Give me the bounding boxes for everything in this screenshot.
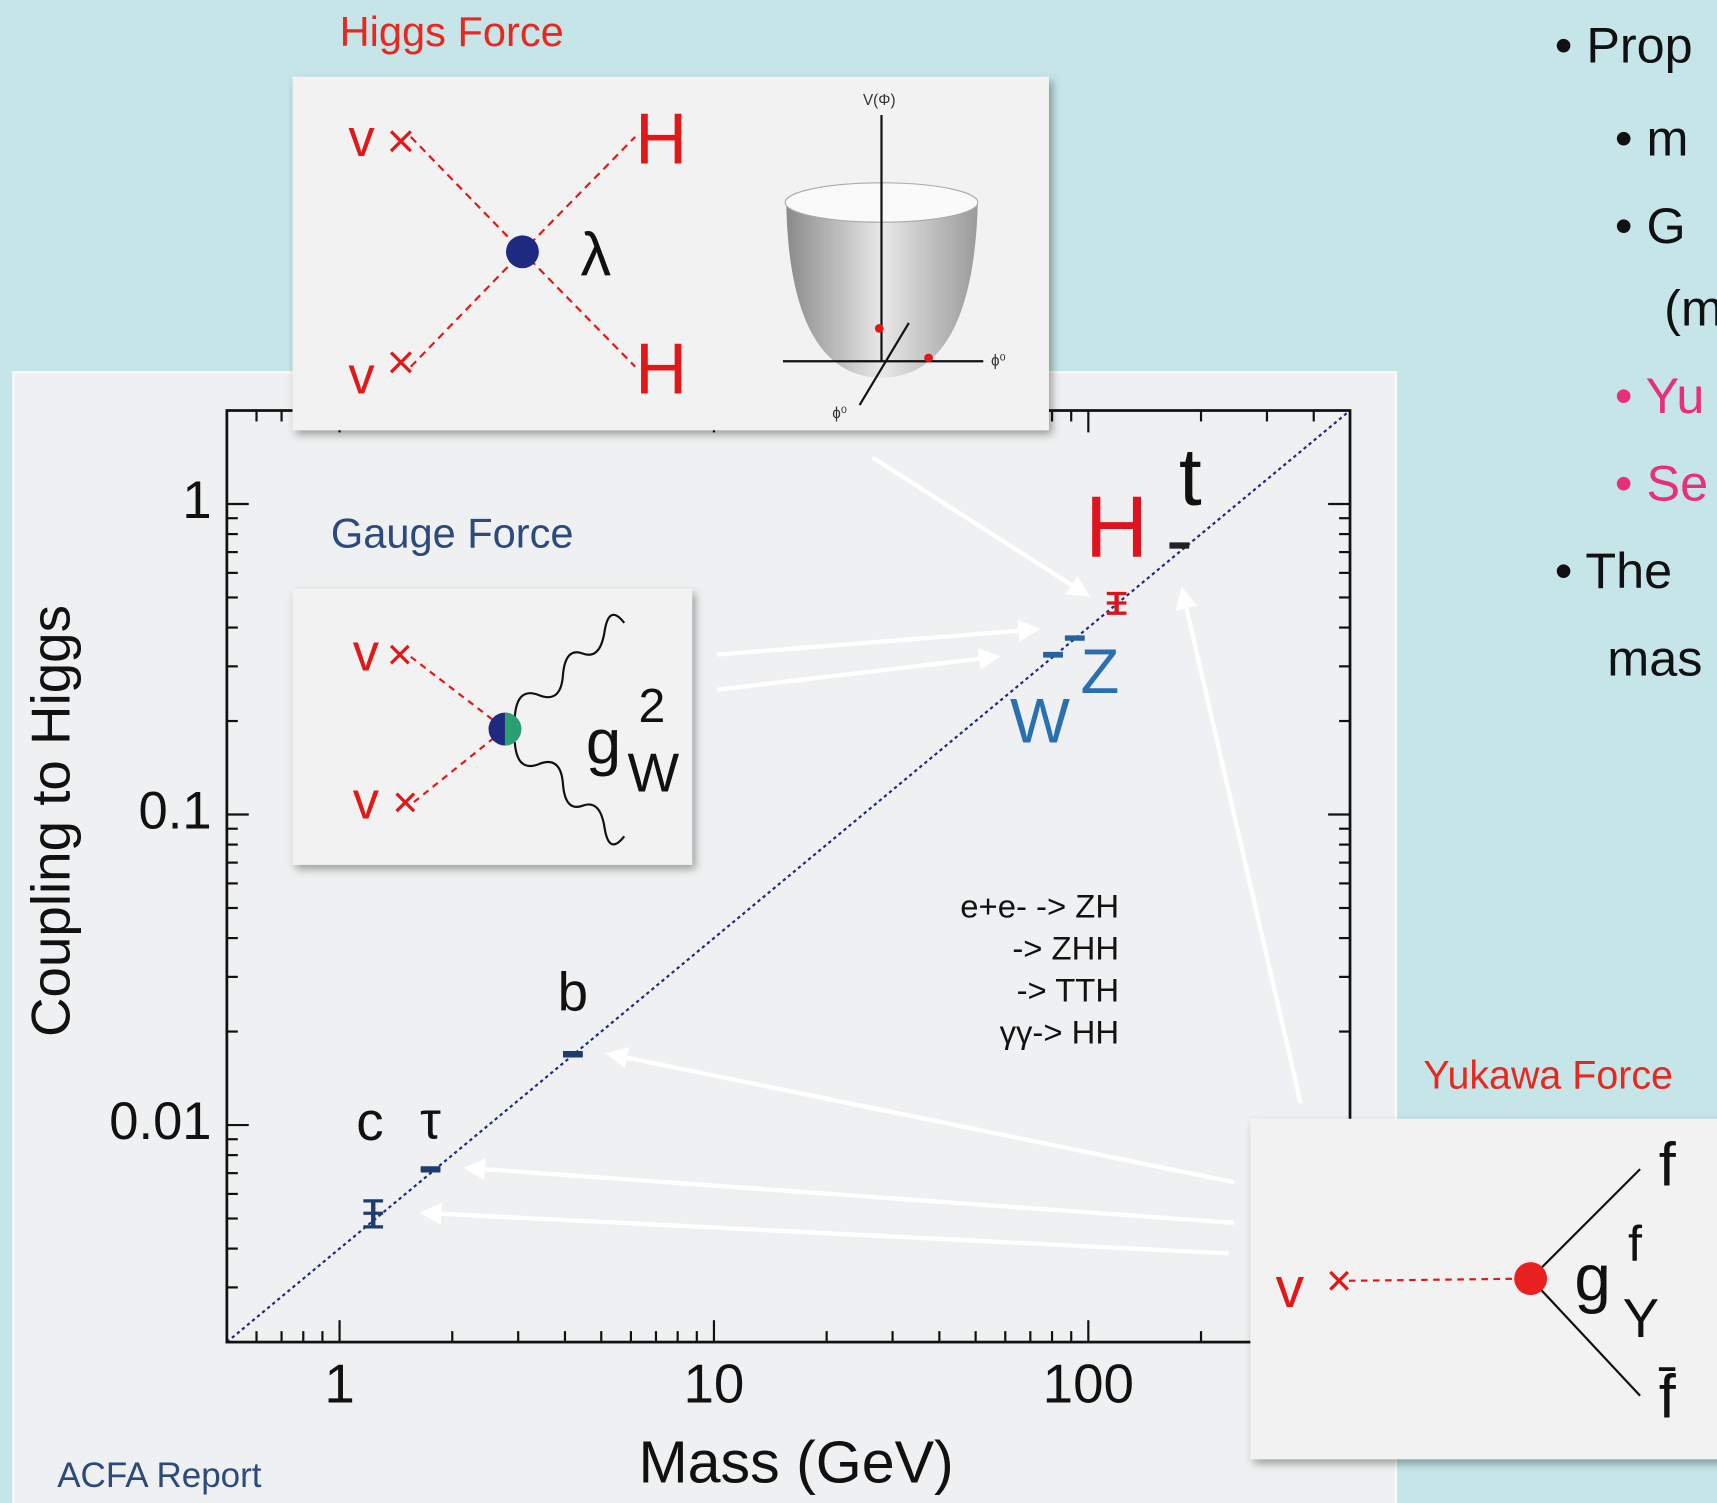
axis-label: ϕ⁰ [832, 405, 847, 422]
annotation: γγ-> HH [1000, 1014, 1119, 1051]
vev-label: v [1276, 1256, 1305, 1320]
point-label: τ [420, 1091, 441, 1150]
x-tick-label: 10 [684, 1353, 745, 1415]
point-label: Z [1081, 637, 1120, 707]
coupling-label: g [586, 707, 621, 777]
vacuum-point [874, 324, 884, 333]
arrow [419, 1202, 1229, 1256]
y-tick-label: 0.01 [109, 1092, 211, 1151]
vev-label: v [348, 347, 375, 406]
x-tick-label: 100 [1043, 1353, 1134, 1415]
fermion-label: f̄ [1658, 1362, 1677, 1430]
coupling-label: λ [580, 221, 611, 289]
coupling-sub: W [628, 742, 680, 804]
coupling-sup: 2 [638, 679, 665, 733]
arrow [871, 455, 1090, 597]
bullet: (m [1664, 279, 1717, 336]
bullet: • m [1615, 110, 1689, 167]
annotation: e+e- -> ZH [960, 887, 1119, 924]
y-tick-label: 0.1 [139, 781, 212, 840]
coupling-sup: f [1628, 1215, 1643, 1272]
vev-label: v [353, 624, 380, 683]
bullet: • The [1555, 542, 1672, 599]
arrows [419, 455, 1303, 1256]
higgs-label: H [635, 329, 687, 409]
bullet: • Se [1615, 454, 1708, 511]
vacuum-point [924, 353, 933, 363]
point-label: c [356, 1090, 383, 1152]
axis-label: V(Φ) [863, 92, 896, 109]
inset-box [1250, 1118, 1717, 1460]
inset-title: Yukawa Force [1423, 1054, 1673, 1098]
reference-line [226, 409, 1351, 1343]
bullet: • Prop [1555, 17, 1693, 74]
vertex [504, 712, 522, 746]
arrow [717, 647, 1001, 692]
source: ACFA Report [57, 1456, 262, 1495]
arrow [717, 619, 1041, 657]
cross [389, 130, 412, 374]
arrow [463, 1158, 1235, 1225]
potential-axes [782, 114, 984, 406]
fermion-label: f [1659, 1130, 1677, 1198]
point-label: H [1085, 478, 1148, 576]
gauge-boson [513, 613, 626, 846]
higgs-inset: v v H H λ V(Φ) ϕ⁰ ϕ⁰ [292, 76, 1049, 431]
gauge-inset: v v g 2 W [292, 588, 693, 865]
axis-label: ϕ⁰ [991, 352, 1006, 369]
higgs-label: H [635, 100, 687, 180]
annotation: -> TTH [1017, 972, 1119, 1009]
x-tick-label: 1 [324, 1353, 354, 1415]
coupling-sub: Y [1623, 1287, 1660, 1349]
coupling-label: g [1574, 1241, 1611, 1314]
vev-label: v [353, 771, 380, 830]
propagator [410, 655, 507, 806]
arrow [1175, 586, 1303, 1104]
inset-title: Higgs Force [340, 8, 564, 55]
chart-panel [12, 371, 1398, 1503]
point-label: b [558, 961, 588, 1023]
bullet: • Yu [1615, 367, 1705, 424]
yukawa-inset: v g f Y f f̄ [1250, 1118, 1717, 1460]
point-label: W [1010, 687, 1070, 757]
cross [1329, 1270, 1349, 1291]
bullet: mas [1607, 630, 1702, 687]
plot: 1 10 100 0.01 0.1 1 Mass (GeV) Coupling to Higg… [19, 409, 1352, 1495]
inset-title: Gauge Force [331, 509, 574, 556]
cross [389, 644, 416, 813]
annotation: -> ZHH [1012, 929, 1119, 966]
point-label: t [1179, 432, 1202, 523]
bullet: • G [1615, 197, 1686, 254]
vertex [1514, 1262, 1548, 1296]
x-axis-label: Mass (GeV) [638, 1428, 953, 1495]
propagator [1348, 1277, 1531, 1282]
vev-label: v [348, 109, 375, 168]
y-axis-label: Coupling to Higgs [19, 605, 81, 1037]
vertex [506, 235, 539, 269]
y-tick-label: 1 [182, 471, 211, 530]
arrow [605, 1046, 1235, 1185]
